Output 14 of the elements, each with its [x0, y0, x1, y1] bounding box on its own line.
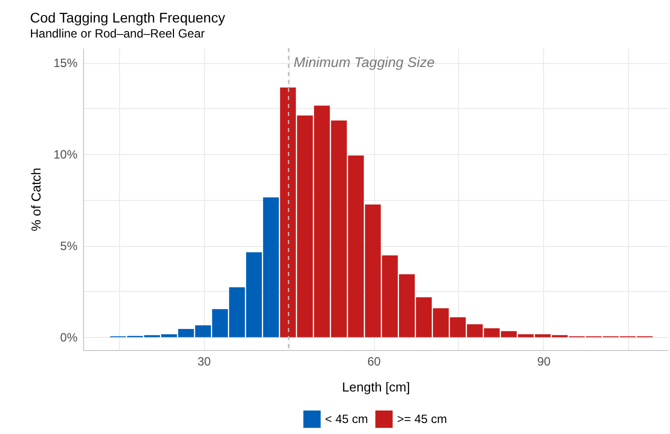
x-axis-title: Length [cm] [342, 380, 410, 394]
legend-label: < 45 cm [325, 412, 368, 426]
x-tick-label: 90 [537, 354, 551, 368]
y-tick-label: 5% [60, 239, 78, 254]
y-axis-title: % of Catch [28, 168, 44, 232]
legend-label: >= 45 cm [397, 412, 448, 426]
ref-line-label: Minimum Tagging Size [294, 54, 435, 70]
chart-subtitle: Handline or Rod–and–Reel Gear [30, 26, 205, 40]
x-tick-label: 30 [197, 354, 212, 368]
chart-title: Cod Tagging Length Frequency [30, 9, 226, 26]
y-tick-label: 15% [53, 56, 78, 70]
y-tick-label: 0% [60, 330, 78, 345]
y-tick-label: 10% [53, 148, 78, 162]
x-tick-label: 60 [367, 354, 382, 368]
